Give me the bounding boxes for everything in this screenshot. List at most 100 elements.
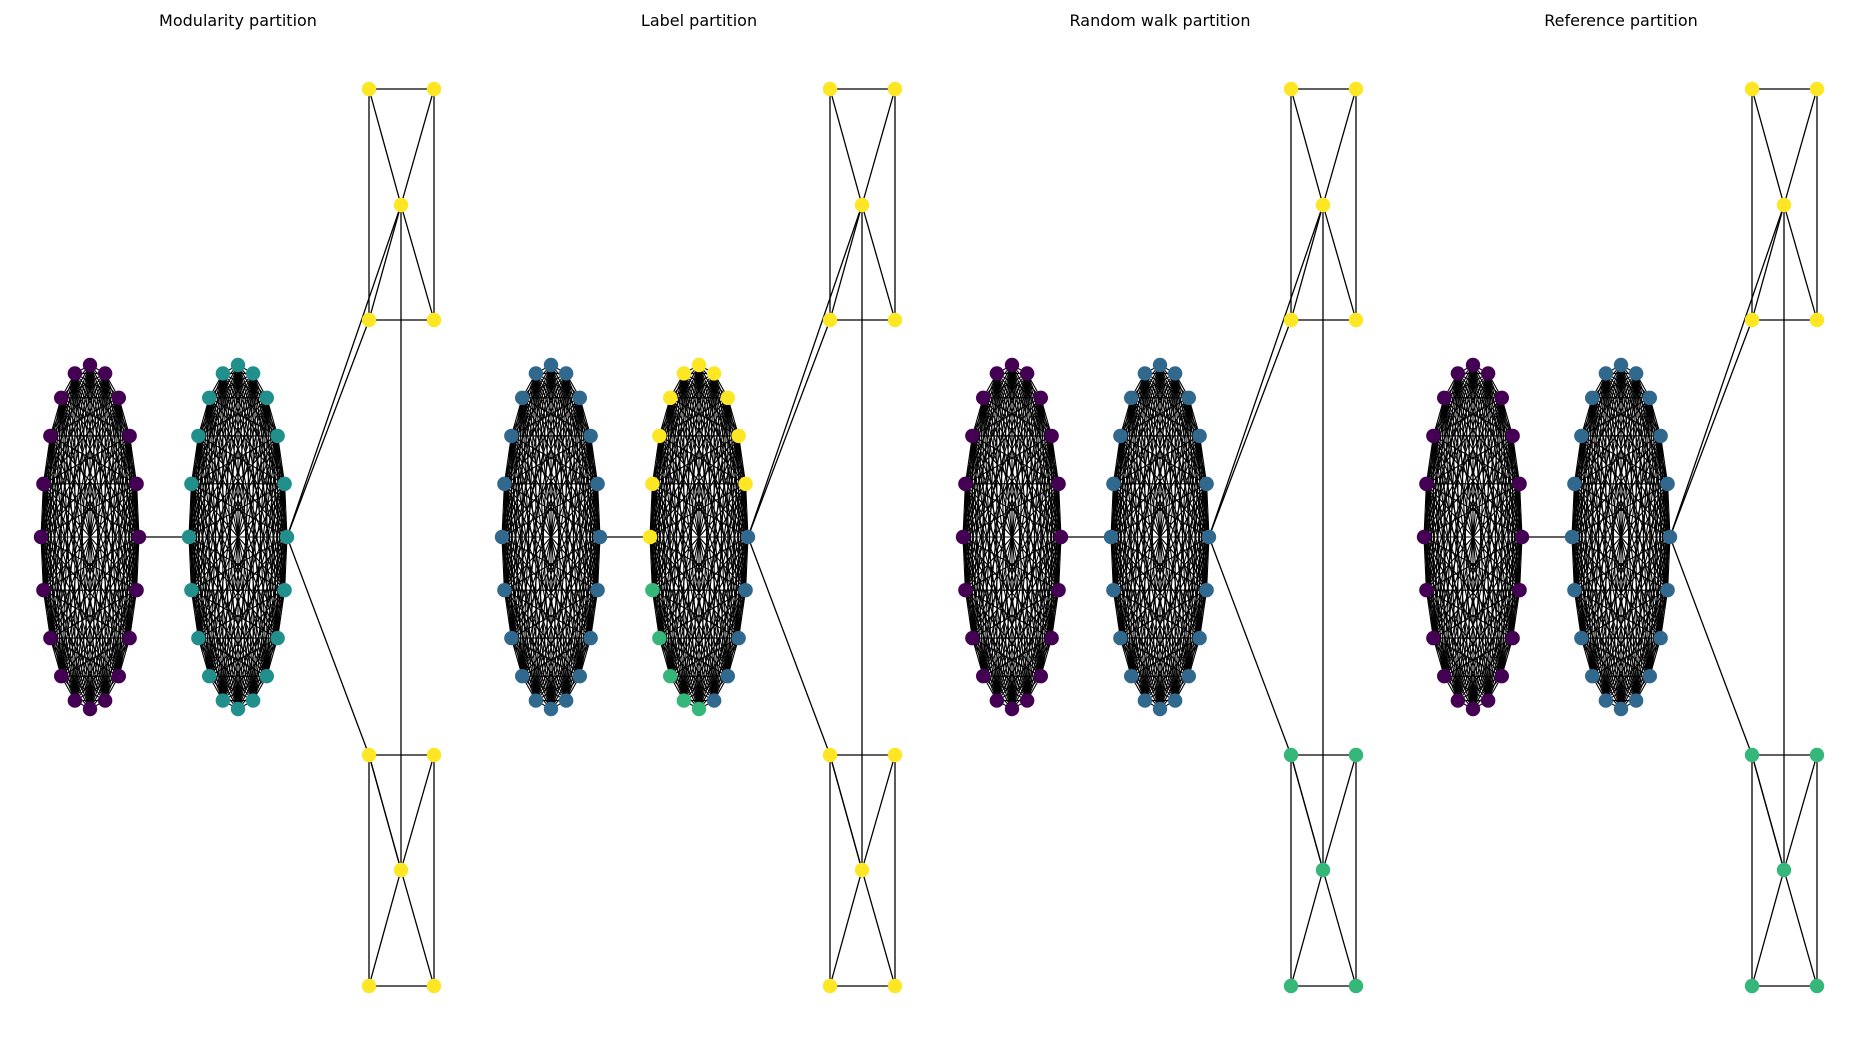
graph-edge	[1174, 373, 1208, 484]
graph-edge	[503, 589, 567, 701]
graph-edge	[1112, 435, 1201, 591]
graph-edge	[1423, 373, 1459, 538]
clique-b-node	[645, 476, 660, 492]
clique-a-node	[43, 630, 58, 646]
graph-edge	[1457, 675, 1503, 702]
graph-edge	[1199, 435, 1208, 484]
graph-edge	[964, 373, 998, 591]
graph-edge	[829, 754, 863, 871]
graph-edge	[1783, 754, 1818, 871]
graph-edge	[1605, 483, 1669, 701]
graph-edge	[727, 397, 740, 639]
clique-b-node	[184, 582, 199, 598]
graph-panel-1	[33, 81, 442, 994]
clique-b-node	[662, 668, 678, 684]
clique-b-node	[270, 630, 285, 646]
graph-edge	[727, 483, 747, 677]
graph-edge	[1130, 637, 1200, 677]
graph-edge	[49, 373, 106, 437]
star-top-node	[887, 312, 903, 328]
graph-edge	[1573, 364, 1622, 591]
clique-a-node	[1465, 701, 1481, 717]
graph-edge	[590, 435, 599, 484]
graph-edge	[277, 483, 286, 639]
graph-edge	[658, 397, 671, 639]
star-top-node	[1744, 312, 1760, 328]
clique-b-node	[184, 476, 199, 492]
graph-edge	[43, 435, 130, 485]
graph-edge	[1591, 435, 1662, 677]
graph-edge	[1423, 397, 1503, 538]
star-bottom-node	[1744, 747, 1760, 763]
graph-edge	[1605, 675, 1651, 702]
graph-edge	[400, 88, 435, 206]
graph-edge	[1130, 372, 1176, 399]
graph-edge	[1487, 373, 1521, 484]
clique-a-node	[1505, 428, 1520, 444]
graph-edge	[1580, 373, 1607, 639]
graph-edge	[1322, 204, 1357, 321]
graph-edge	[222, 373, 286, 485]
graph-edge	[501, 373, 567, 538]
clique-a-node	[955, 529, 971, 545]
clique-b-node	[691, 701, 707, 717]
clique-a-node	[67, 693, 83, 708]
star-bottom-node	[1776, 862, 1792, 878]
graph-edge	[1443, 372, 1489, 399]
graph-panel-4	[1416, 81, 1825, 994]
clique-a-node	[97, 693, 113, 708]
graph-edge	[237, 397, 268, 710]
graph-edge	[222, 435, 279, 701]
clique-b-node	[1192, 428, 1207, 444]
graph-edge	[1040, 483, 1060, 677]
clique-b-node	[1598, 366, 1614, 381]
graph-edge	[747, 204, 863, 538]
graph-edge	[1159, 536, 1210, 710]
graph-edge	[504, 435, 591, 485]
clique-b-node	[1660, 582, 1675, 598]
graph-edge	[1144, 483, 1208, 701]
panel-title-label: Label partition	[640, 11, 758, 30]
star-bottom-node	[887, 747, 903, 763]
clique-b-node	[1137, 366, 1153, 381]
graph-edge	[1573, 483, 1607, 701]
graph-edge	[266, 483, 286, 677]
clique-b-node	[740, 529, 756, 545]
graph-edge	[669, 483, 747, 677]
graph-edge	[962, 373, 1028, 538]
graph-edge	[1783, 869, 1818, 987]
graph-edge	[861, 204, 896, 321]
graph-edge	[266, 397, 279, 639]
graph-edge	[698, 364, 747, 485]
graph-edge	[1580, 373, 1637, 437]
star-bottom-node	[1809, 747, 1825, 763]
graph-edge	[190, 364, 239, 485]
graph-edge	[1433, 637, 1503, 677]
clique-a-node	[989, 693, 1005, 708]
graph-edge	[42, 435, 131, 591]
graph-edge	[510, 397, 581, 639]
graph-edge	[669, 364, 700, 399]
graph-edge	[1119, 397, 1132, 639]
clique-a-node	[53, 390, 69, 406]
clique-b-node	[1653, 630, 1668, 646]
clique-b-node	[259, 668, 275, 684]
graph-edge	[829, 88, 863, 206]
graph-edge	[118, 435, 131, 677]
clique-a-node	[1450, 366, 1466, 381]
star-top-node	[887, 81, 903, 97]
graph-edge	[1119, 373, 1146, 639]
graph-edge	[222, 483, 286, 701]
star-bottom-node	[1283, 747, 1299, 763]
graph-edge	[1635, 483, 1669, 701]
clique-a-node	[1480, 366, 1496, 381]
graph-edge	[698, 483, 747, 710]
graph-edge	[1110, 373, 1146, 538]
graph-edge	[60, 435, 131, 677]
graph-edge	[208, 637, 278, 677]
graph-edge	[658, 373, 715, 437]
graph-edge	[198, 397, 268, 437]
panel-title-reference: Reference partition	[1544, 11, 1698, 30]
graph-edge	[713, 483, 747, 701]
graph-edge	[669, 397, 739, 437]
